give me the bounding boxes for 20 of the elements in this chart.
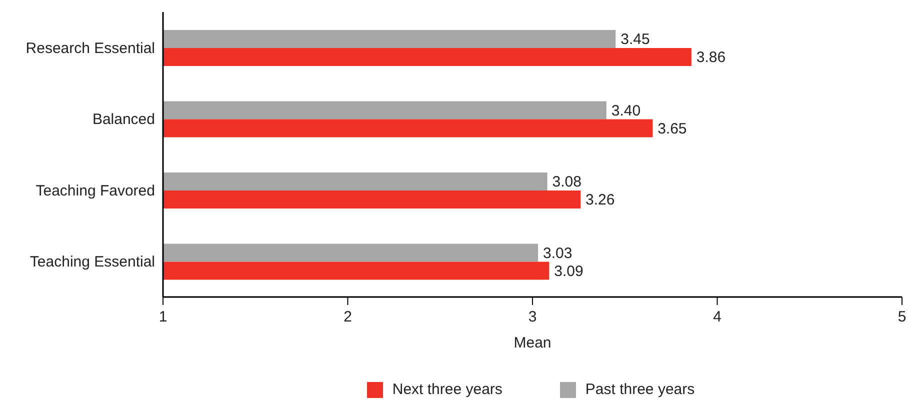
data-label: 3.03 [543, 244, 572, 262]
y-tick-label: Teaching Essential [30, 254, 155, 271]
data-label: 3.86 [696, 49, 726, 66]
data-label: 3.45 [620, 31, 650, 48]
x-tick-label: 4 [713, 308, 722, 326]
legend-label: Past three years [584, 381, 695, 398]
data-label: 3.08 [552, 174, 582, 190]
data-label: 3.65 [658, 120, 687, 138]
data-label: 3.40 [611, 102, 641, 120]
x-tick-label: 2 [344, 308, 352, 326]
data-label: 3.09 [554, 262, 584, 280]
y-tick-label: Research Essential [26, 40, 155, 57]
x-tick-label: 3 [528, 308, 537, 326]
data-label: 3.26 [586, 192, 615, 208]
x-axis-title: Mean [514, 334, 552, 352]
y-tick-label: Balanced [92, 111, 155, 128]
x-tick-label: 1 [158, 308, 168, 326]
legend-label: Next three years [391, 381, 502, 398]
x-tick-label: 5 [898, 308, 906, 326]
y-tick-label: Teaching Favored [36, 182, 155, 200]
